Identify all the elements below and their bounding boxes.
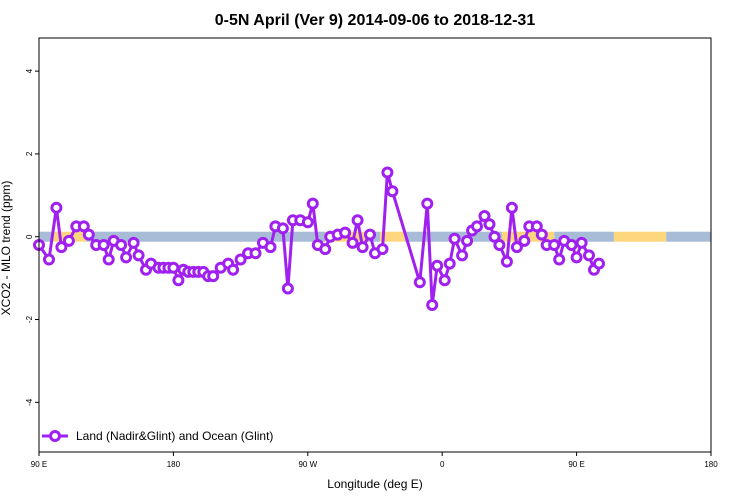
data-point bbox=[518, 234, 531, 247]
data-point bbox=[276, 222, 289, 235]
data-point bbox=[120, 251, 133, 264]
data-point bbox=[461, 234, 474, 247]
data-point bbox=[55, 241, 68, 254]
x-tick-label: 90 W bbox=[298, 460, 317, 469]
data-point bbox=[319, 243, 332, 256]
data-point bbox=[127, 236, 140, 249]
y-tick-label: 0 bbox=[25, 234, 34, 239]
data-point bbox=[386, 185, 399, 198]
data-point bbox=[306, 197, 319, 210]
data-point bbox=[172, 274, 185, 287]
data-point bbox=[301, 216, 314, 229]
data-point bbox=[351, 214, 364, 227]
data-point bbox=[167, 261, 180, 274]
data-point bbox=[478, 210, 491, 222]
data-point bbox=[548, 239, 561, 251]
x-tick-label: 90 E bbox=[568, 460, 584, 469]
legend-marker-swatch bbox=[49, 430, 61, 442]
data-point bbox=[583, 249, 595, 262]
data-point bbox=[421, 197, 434, 210]
plot-frame bbox=[38, 37, 712, 453]
data-point bbox=[234, 253, 247, 266]
data-point bbox=[115, 239, 128, 251]
data-point bbox=[346, 236, 359, 249]
data-point bbox=[575, 236, 588, 249]
y-tick-label: -2 bbox=[25, 315, 34, 323]
data-point bbox=[505, 201, 518, 214]
series-point-layer bbox=[33, 166, 605, 311]
x-axis-ticks: 90 E 180 90 W 0 90 E 180 bbox=[31, 452, 718, 469]
data-point bbox=[364, 228, 376, 241]
data-point bbox=[356, 241, 369, 254]
legend-label: Land (Nadir&Glint) and Ocean (Glint) bbox=[76, 429, 273, 443]
y-tick-label: 4 bbox=[25, 68, 34, 73]
data-point bbox=[530, 220, 543, 233]
surface-band-ocean bbox=[666, 231, 711, 242]
data-point bbox=[593, 257, 605, 270]
data-point bbox=[82, 228, 95, 241]
x-tick-label: 90 E bbox=[31, 460, 47, 469]
legend: Land (Nadir&Glint) and Ocean (Glint) bbox=[42, 429, 273, 443]
data-point bbox=[77, 220, 90, 233]
data-point bbox=[339, 226, 352, 239]
data-point bbox=[426, 299, 439, 311]
data-point bbox=[438, 274, 451, 287]
chart-title: 0-5N April (Ver 9) 2014-09-06 to 2018-12… bbox=[215, 12, 536, 29]
x-tick-label: 0 bbox=[440, 460, 445, 469]
data-point bbox=[381, 166, 394, 179]
y-tick-label: -4 bbox=[25, 398, 34, 406]
data-point bbox=[443, 257, 456, 270]
data-point bbox=[281, 282, 294, 295]
y-tick-label: 2 bbox=[25, 151, 34, 156]
data-point bbox=[488, 230, 501, 243]
data-point bbox=[500, 255, 513, 268]
data-point bbox=[431, 259, 444, 272]
x-tick-label: 180 bbox=[704, 460, 718, 469]
data-point bbox=[43, 253, 55, 266]
data-point bbox=[97, 239, 110, 251]
data-point bbox=[565, 239, 578, 251]
data-point bbox=[535, 228, 548, 241]
surface-band-land bbox=[613, 231, 667, 242]
surface-band-ocean bbox=[86, 231, 326, 242]
data-point bbox=[50, 201, 63, 214]
data-point bbox=[264, 241, 277, 254]
x-tick-label: 180 bbox=[167, 460, 181, 469]
x-axis-title: Longitude (deg E) bbox=[327, 477, 422, 491]
data-point bbox=[227, 263, 240, 276]
data-point bbox=[510, 241, 523, 254]
surface-band-ocean bbox=[554, 231, 614, 242]
y-axis-title: XCO2 - MLO trend (ppm) bbox=[0, 181, 13, 316]
data-point bbox=[62, 234, 75, 247]
data-point bbox=[102, 253, 115, 266]
data-point bbox=[207, 270, 220, 283]
data-point bbox=[483, 218, 496, 231]
data-point bbox=[448, 232, 461, 245]
surface-band-ocean bbox=[39, 231, 52, 242]
data-point bbox=[471, 220, 483, 233]
data-point bbox=[456, 249, 469, 262]
data-point bbox=[570, 251, 583, 264]
data-point bbox=[249, 247, 262, 260]
y-axis-ticks: 4 2 0 -2 -4 bbox=[25, 68, 39, 406]
data-point bbox=[132, 249, 145, 262]
surface-band-land bbox=[379, 231, 405, 242]
data-point bbox=[493, 239, 506, 251]
data-point bbox=[376, 243, 389, 256]
data-point bbox=[553, 253, 566, 266]
data-point bbox=[413, 276, 426, 289]
